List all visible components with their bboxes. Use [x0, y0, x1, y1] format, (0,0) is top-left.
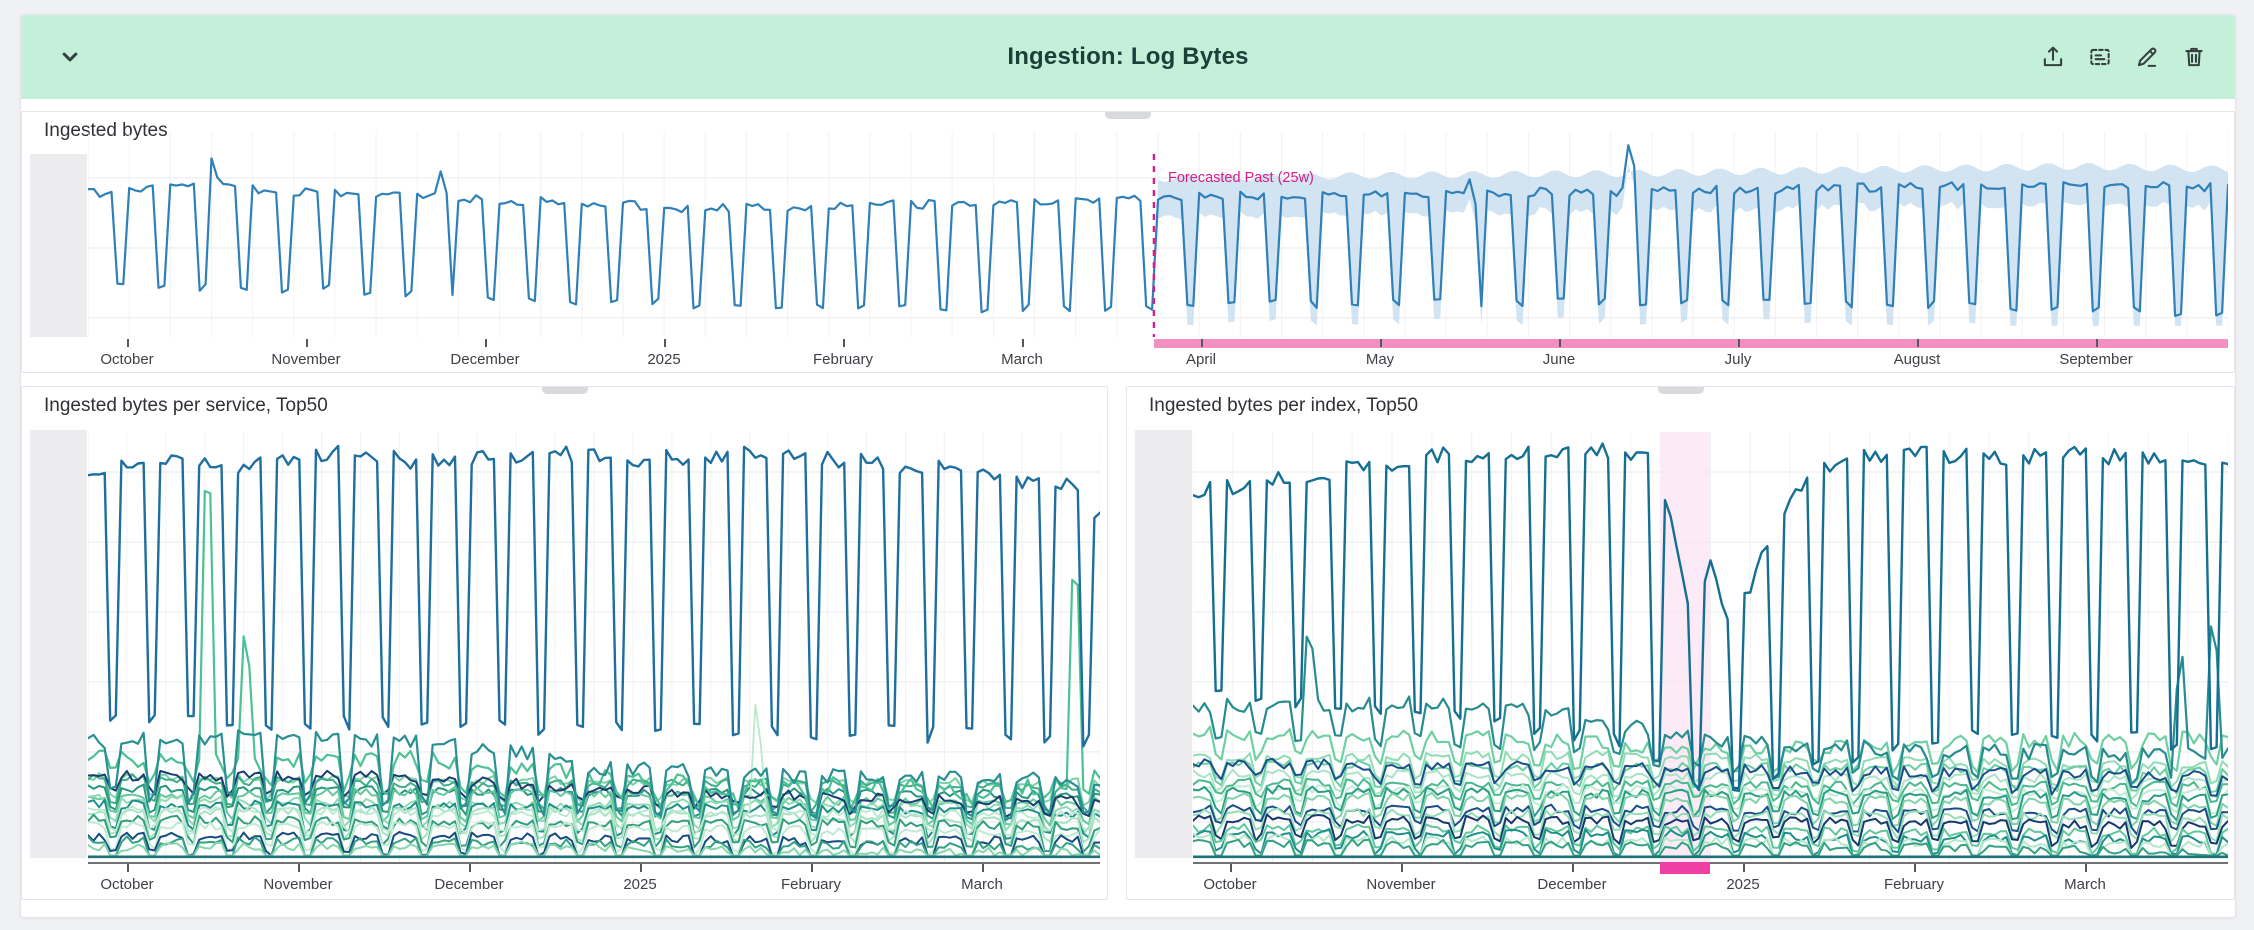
- drag-handle[interactable]: [1657, 387, 1704, 394]
- x-axis-tick: [1572, 864, 1574, 872]
- x-axis-tick: [1917, 339, 1919, 347]
- x-axis-label: March: [2064, 876, 2106, 893]
- drag-handle[interactable]: [541, 387, 588, 394]
- x-axis-tick: [640, 864, 642, 872]
- group-actions: [2038, 42, 2209, 72]
- x-axis-tick: [127, 864, 129, 872]
- x-axis-label: July: [1724, 351, 1752, 368]
- x-axis: October November December 2025 February March: [1193, 862, 2228, 902]
- drag-handle[interactable]: [1105, 112, 1151, 119]
- x-axis-label: September: [2059, 351, 2133, 368]
- x-axis-label: 2025: [647, 351, 681, 368]
- x-axis-tick: [2085, 864, 2087, 872]
- edit-button[interactable]: [2132, 42, 2162, 72]
- dashboard-group-card: Ingestion: Log Bytes Ingested bytes Fore…: [20, 14, 2236, 918]
- x-axis-tick: [1022, 339, 1024, 347]
- x-axis-tick: [1401, 864, 1403, 872]
- x-axis-label: 2025: [1726, 876, 1760, 893]
- x-axis-tick: [1380, 339, 1382, 347]
- x-axis-label: August: [1893, 351, 1941, 368]
- x-axis-label: May: [1365, 351, 1395, 368]
- x-axis-tick: [664, 339, 666, 347]
- export-button[interactable]: [2038, 42, 2068, 72]
- chevron-down-icon: [62, 52, 78, 62]
- x-axis-line: [88, 862, 1100, 864]
- panel-title: Ingested bytes per service, Top50: [44, 395, 328, 416]
- x-axis-tick: [1201, 339, 1203, 347]
- x-axis-label: November: [1366, 876, 1436, 893]
- group-title: Ingestion: Log Bytes: [1007, 43, 1249, 70]
- export-icon: [2043, 46, 2063, 67]
- x-axis-label: October: [1203, 876, 1257, 893]
- panel-ingested-bytes-per-index: Ingested bytes per index, Top50 October N…: [1126, 386, 2235, 900]
- x-axis-label: December: [450, 351, 520, 368]
- x-axis-tick: [306, 339, 308, 347]
- x-axis-tick: [298, 864, 300, 872]
- x-axis-label: March: [1001, 351, 1043, 368]
- x-axis-tick: [127, 339, 129, 347]
- x-axis-tick: [469, 864, 471, 872]
- x-axis-tick: [1230, 864, 1232, 872]
- x-axis-label: November: [271, 351, 341, 368]
- x-axis-tick: [811, 864, 813, 872]
- x-axis-label: December: [434, 876, 504, 893]
- x-axis-label: October: [100, 876, 154, 893]
- x-axis-tick: [485, 339, 487, 347]
- collapsed-y-axis[interactable]: [30, 154, 87, 337]
- copy-button[interactable]: [2085, 42, 2115, 72]
- ingested-bytes-per-index-chart[interactable]: [1193, 432, 2228, 862]
- panel-ingested-bytes: Ingested bytes Forecasted Past (25w) Oct…: [21, 111, 2235, 373]
- x-axis-label: February: [812, 351, 874, 368]
- x-axis-line: [1193, 862, 2228, 864]
- trash-icon: [2185, 47, 2203, 67]
- x-axis-label: November: [263, 876, 333, 893]
- x-axis: October November December 2025 February March: [88, 862, 1100, 902]
- x-axis-tick: [2096, 339, 2098, 347]
- forecast-range-bar: [1154, 339, 2228, 348]
- panel-title: Ingested bytes: [44, 120, 168, 141]
- x-axis-tick: [1559, 339, 1561, 347]
- ingested-bytes-per-service-chart[interactable]: [88, 432, 1100, 862]
- x-axis-tick: [1914, 864, 1916, 872]
- x-axis-label: March: [961, 876, 1003, 893]
- x-axis-label: June: [1542, 351, 1576, 368]
- edit-icon: [2137, 47, 2157, 67]
- x-axis: October November December 2025 February March…: [88, 337, 2228, 377]
- x-axis-tick: [1738, 339, 1740, 347]
- x-axis-label: February: [780, 876, 842, 893]
- collapsed-y-axis[interactable]: [1135, 430, 1192, 858]
- x-axis-tick: [843, 339, 845, 347]
- ingested-bytes-chart[interactable]: [88, 132, 2228, 337]
- collapse-group-button[interactable]: [55, 42, 85, 72]
- x-axis-label: 2025: [623, 876, 657, 893]
- panel-ingested-bytes-per-service: Ingested bytes per service, Top50 Octobe…: [21, 386, 1108, 900]
- x-axis-label: February: [1883, 876, 1945, 893]
- collapsed-y-axis[interactable]: [30, 430, 87, 858]
- copy-icon: [2090, 48, 2110, 66]
- forecast-label: Forecasted Past (25w): [1168, 170, 1314, 186]
- x-axis-label: October: [100, 351, 154, 368]
- delete-button[interactable]: [2179, 42, 2209, 72]
- x-axis-label: December: [1537, 876, 1607, 893]
- x-axis-label: April: [1185, 351, 1216, 368]
- group-header: Ingestion: Log Bytes: [21, 15, 2235, 99]
- x-axis-tick: [982, 864, 984, 872]
- highlight-range-bar: [1660, 862, 1710, 874]
- panel-title: Ingested bytes per index, Top50: [1149, 395, 1419, 416]
- x-axis-tick: [1743, 864, 1745, 872]
